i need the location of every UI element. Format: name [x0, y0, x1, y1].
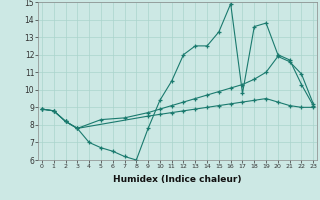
X-axis label: Humidex (Indice chaleur): Humidex (Indice chaleur): [113, 175, 242, 184]
